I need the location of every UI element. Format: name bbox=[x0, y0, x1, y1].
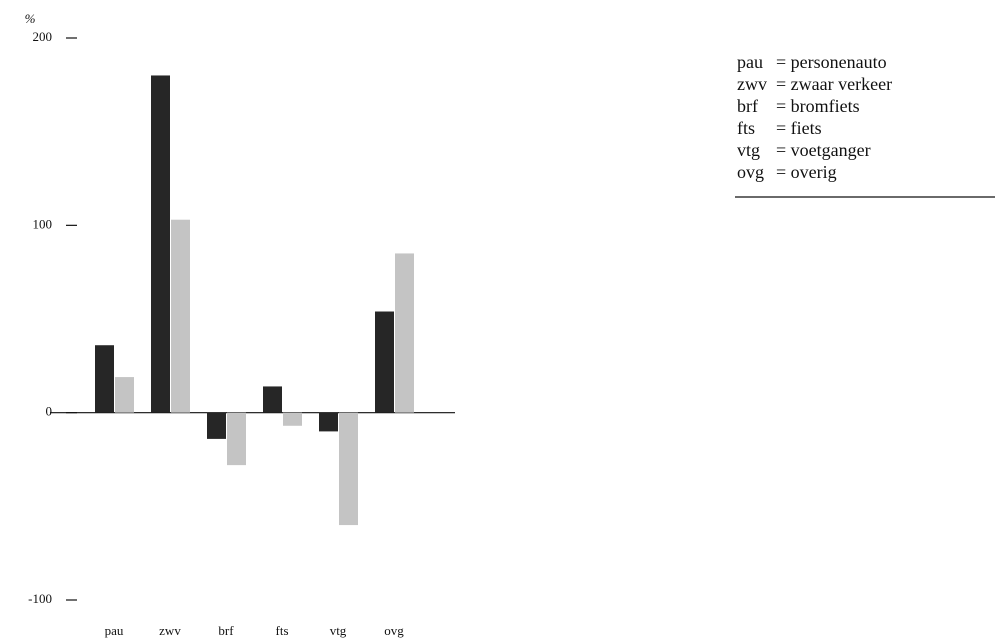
x-tick-label: brf bbox=[218, 623, 234, 638]
bar bbox=[227, 412, 246, 466]
bar bbox=[115, 377, 134, 413]
key-abbr: ovg bbox=[737, 162, 764, 182]
x-tick-label: fts bbox=[276, 623, 289, 638]
bar bbox=[95, 345, 114, 413]
bar bbox=[171, 219, 190, 413]
bar bbox=[207, 412, 226, 439]
key-text: = voetganger bbox=[776, 140, 871, 160]
bar bbox=[339, 412, 358, 526]
key-abbr: vtg bbox=[737, 140, 760, 160]
bar bbox=[283, 412, 302, 426]
key-text: = overig bbox=[776, 162, 837, 182]
bar bbox=[395, 253, 414, 413]
x-tick-label: vtg bbox=[330, 623, 347, 638]
bar bbox=[263, 386, 282, 413]
key-abbr: pau bbox=[737, 52, 763, 72]
key-abbr: zwv bbox=[737, 74, 767, 94]
bar bbox=[375, 311, 394, 413]
y-axis-label: % bbox=[25, 11, 36, 26]
y-tick-label: 200 bbox=[33, 29, 53, 44]
key-text: = personenauto bbox=[776, 52, 887, 72]
key-abbr: brf bbox=[737, 96, 758, 116]
key-text: = bromfiets bbox=[776, 96, 860, 116]
key-text: = zwaar verkeer bbox=[776, 74, 892, 94]
x-tick-label: zwv bbox=[159, 623, 181, 638]
x-tick-label: ovg bbox=[384, 623, 404, 638]
key-text: = fiets bbox=[776, 118, 822, 138]
y-tick-label: -100 bbox=[28, 591, 52, 606]
bar bbox=[319, 412, 338, 432]
key-abbr: fts bbox=[737, 118, 755, 138]
x-tick-label: pau bbox=[105, 623, 124, 638]
bar bbox=[151, 75, 170, 413]
y-tick-label: 0 bbox=[46, 404, 53, 419]
y-tick-label: 100 bbox=[33, 216, 53, 231]
